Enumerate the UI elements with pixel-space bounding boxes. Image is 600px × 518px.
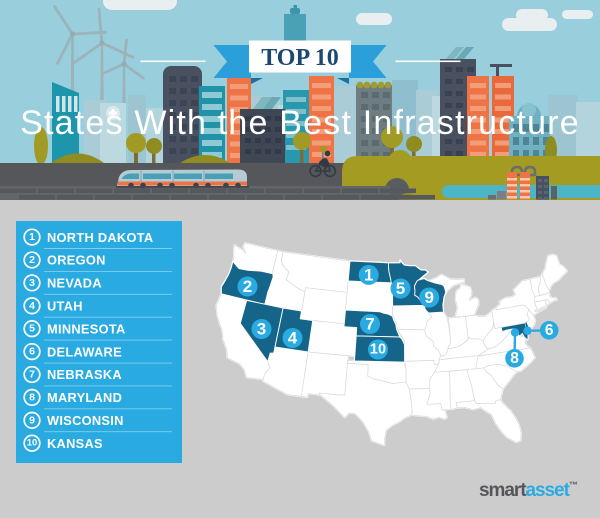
svg-text:7: 7 (365, 315, 374, 334)
svg-text:UTAH: UTAH (47, 299, 83, 314)
svg-text:10: 10 (370, 342, 386, 358)
svg-text:6: 6 (29, 346, 35, 358)
svg-text:MARYLAND: MARYLAND (47, 390, 122, 405)
svg-text:6: 6 (545, 322, 554, 339)
svg-text:TOP 10: TOP 10 (261, 45, 339, 71)
svg-text:10: 10 (27, 438, 38, 449)
svg-text:3: 3 (29, 277, 35, 289)
svg-text:9: 9 (424, 288, 433, 307)
svg-text:1: 1 (29, 231, 35, 243)
svg-text:NORTH DAKOTA: NORTH DAKOTA (47, 230, 153, 245)
svg-text:1: 1 (364, 265, 373, 284)
svg-text:OREGON: OREGON (47, 253, 106, 268)
svg-text:MINNESOTA: MINNESOTA (47, 321, 126, 336)
svg-text:2: 2 (243, 277, 252, 296)
svg-text:7: 7 (29, 369, 35, 381)
svg-text:NEVADA: NEVADA (47, 276, 102, 291)
svg-text:KANSAS: KANSAS (47, 436, 103, 451)
svg-text:2: 2 (29, 254, 35, 266)
svg-text:3: 3 (257, 320, 266, 339)
svg-text:WISCONSIN: WISCONSIN (47, 413, 124, 428)
svg-text:8: 8 (29, 391, 35, 403)
svg-text:4: 4 (288, 329, 298, 348)
svg-text:NEBRASKA: NEBRASKA (47, 367, 122, 382)
svg-text:5: 5 (396, 279, 405, 298)
svg-text:4: 4 (29, 300, 35, 312)
svg-text:5: 5 (29, 323, 35, 335)
svg-text:8: 8 (510, 350, 519, 367)
svg-text:9: 9 (29, 414, 35, 426)
svg-text:DELAWARE: DELAWARE (47, 344, 122, 359)
